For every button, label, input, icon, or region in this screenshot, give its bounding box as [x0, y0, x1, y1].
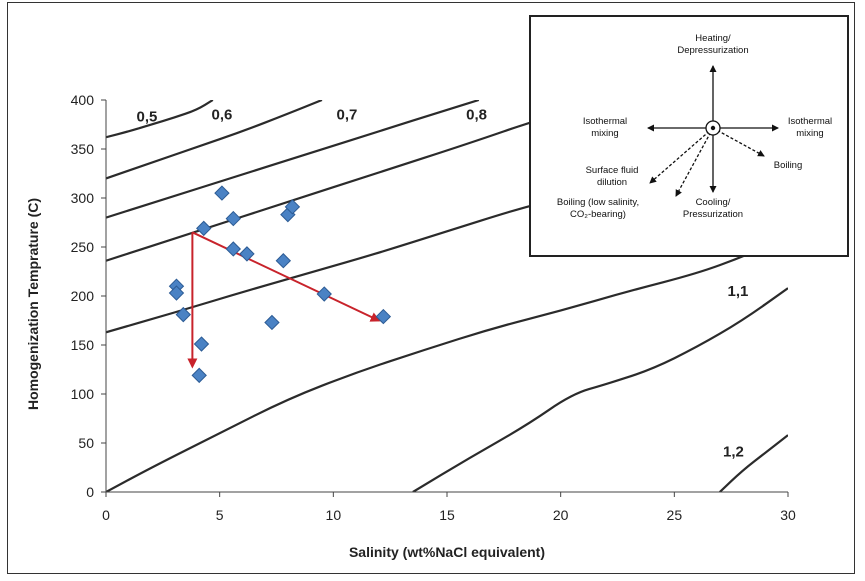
- x-tick-label: 0: [102, 507, 110, 523]
- isoline-label: 0,8: [466, 107, 487, 124]
- data-point: [264, 314, 280, 331]
- inset-label-bottom: Cooling/: [696, 197, 731, 208]
- isolines-layer: [106, 100, 788, 492]
- inset-label-bottom: Pressurization: [683, 209, 743, 220]
- x-ticks: 0 5 10 15 20 25 30: [102, 492, 796, 523]
- isoline-unlabeled: [412, 287, 788, 492]
- x-axis-title: Salinity (wt%NaCl equivalent): [349, 544, 545, 560]
- isoline-0-8: [106, 100, 607, 262]
- data-point: [191, 367, 207, 384]
- isoline-0-6: [106, 100, 323, 180]
- y-tick-label: 150: [71, 337, 95, 353]
- inset-label-bottom-left: CO₂-bearing): [570, 209, 626, 220]
- y-tick-label: 250: [71, 239, 95, 255]
- data-points: [168, 185, 392, 384]
- y-axis-title: Homogenization Temprature (C): [25, 198, 41, 410]
- data-point: [214, 185, 230, 201]
- data-point: [175, 306, 192, 323]
- y-tick-label: 100: [71, 386, 95, 402]
- data-point: [316, 286, 332, 302]
- isoline-1-1: [106, 236, 788, 492]
- inset-arrow-bottom-left: [675, 127, 714, 197]
- trend-arrows: [187, 231, 381, 369]
- inset-label-right: mixing: [796, 128, 823, 139]
- data-point: [225, 241, 242, 257]
- isoline-0-5: [106, 100, 214, 139]
- trend-arrow: [191, 231, 381, 322]
- isoline-label: 0,5: [136, 109, 157, 126]
- data-point: [168, 285, 185, 301]
- y-tick-label: 200: [71, 288, 95, 304]
- y-tick-label: 350: [71, 141, 95, 157]
- y-ticks: 0 50 100 150 200 250 300 350 400: [71, 92, 106, 500]
- x-tick-label: 10: [326, 507, 342, 523]
- x-tick-label: 25: [667, 507, 683, 523]
- isoline-label: 0,7: [337, 107, 358, 124]
- x-tick-label: 30: [780, 507, 796, 523]
- data-point: [196, 220, 212, 237]
- isoline-0-7: [106, 100, 480, 219]
- x-tick-label: 5: [216, 507, 224, 523]
- data-point: [284, 199, 301, 215]
- x-tick-label: 20: [553, 507, 569, 523]
- isoline-labels: 0,5 0,6 0,7 0,8 1,1 1,2: [136, 107, 748, 461]
- inset-origin-dot: [710, 125, 716, 131]
- inset-label-left: mixing: [591, 128, 618, 139]
- inset-arrow-lower-left: [649, 127, 714, 184]
- isoline-label: 0,6: [212, 107, 233, 124]
- data-point: [275, 253, 292, 269]
- isoline-1-2: [719, 434, 788, 492]
- x-tick-label: 15: [439, 507, 455, 523]
- isoline-label: 1,2: [723, 444, 744, 461]
- inset-label-lower-left: Surface fluid: [586, 165, 639, 176]
- inset-box: [529, 15, 849, 257]
- inset-diagram: Heating/DepressurizationIsothermalmixing…: [529, 15, 849, 257]
- inset-label-bottom-left: Boiling (low salinity,: [557, 197, 639, 208]
- inset-label-lower-right: Boiling: [774, 160, 803, 171]
- inset-label-lower-left: dilution: [597, 177, 627, 188]
- isoline-label: 1,1: [728, 283, 749, 300]
- data-point: [239, 246, 255, 262]
- data-point: [193, 336, 210, 352]
- data-point: [225, 210, 242, 227]
- y-tick-label: 400: [71, 92, 95, 108]
- data-point: [375, 308, 392, 325]
- isoline-unlabeled: [106, 196, 561, 334]
- y-tick-label: 300: [71, 190, 95, 206]
- inset-label-top: Depressurization: [677, 45, 748, 56]
- inset-label-right: Isothermal: [788, 116, 832, 127]
- inset-label-left: Isothermal: [583, 116, 627, 127]
- y-tick-label: 50: [78, 435, 94, 451]
- y-tick-label: 0: [86, 484, 94, 500]
- inset-label-top: Heating/: [695, 33, 731, 44]
